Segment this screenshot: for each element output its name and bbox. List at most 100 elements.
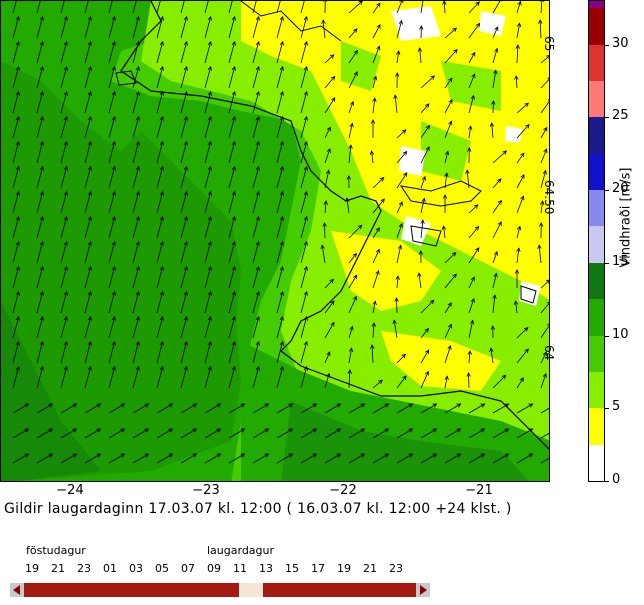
colorbar-segment	[589, 153, 604, 191]
wind-arrow	[252, 16, 260, 39]
wind-arrow-head	[120, 428, 126, 433]
wind-arrow-head	[466, 372, 471, 377]
time-slider-thumb[interactable]	[239, 583, 263, 597]
colorbar-segment	[589, 226, 604, 263]
wind-arrow	[348, 28, 358, 39]
wind-arrow-head	[303, 240, 308, 246]
wind-arrow-head	[303, 90, 308, 96]
wind-arrow-head	[417, 272, 422, 278]
hour-label: 19	[337, 562, 351, 575]
wind-arrow	[420, 146, 430, 164]
time-slider-track[interactable]	[10, 583, 430, 597]
wind-arrow-head	[168, 428, 174, 433]
wind-band-10-12.5-south	[241, 341, 549, 481]
wind-arrow	[12, 291, 20, 314]
wind-arrow	[12, 341, 20, 364]
wind-arrow-head	[547, 77, 549, 79]
slider-right-button[interactable]	[416, 583, 430, 597]
wind-arrow-head	[403, 172, 408, 177]
wind-arrow-head	[15, 215, 20, 221]
wind-arrow	[156, 191, 164, 214]
wind-arrow	[444, 49, 458, 64]
wind-arrow	[444, 324, 452, 339]
wind-arrow-head	[48, 453, 54, 458]
wind-arrow	[444, 403, 461, 414]
wind-band-5-7.5-d	[441, 61, 501, 111]
slider-left-button[interactable]	[10, 583, 24, 597]
wind-arrow	[180, 216, 188, 239]
wind-arrow	[516, 403, 533, 414]
wind-arrow	[108, 266, 116, 289]
colorbar-tick	[605, 190, 609, 192]
wind-arrow	[444, 273, 457, 289]
wind-arrow	[516, 1, 521, 14]
wind-arrow-head	[135, 365, 140, 371]
wind-arrow	[372, 24, 381, 39]
wind-arrow	[60, 403, 77, 414]
wind-arrow-head	[111, 40, 116, 46]
wind-arrow-head	[39, 15, 44, 21]
wind-arrow-head	[279, 65, 284, 71]
wind-arrow-head	[63, 40, 68, 46]
wind-arrow	[84, 366, 92, 389]
wind-arrow	[12, 316, 20, 339]
wind-arrow	[156, 41, 164, 64]
wind-arrow	[228, 341, 236, 364]
wind-arrow-head	[432, 403, 438, 408]
wind-arrow	[132, 1, 137, 14]
wind-arrow-head	[63, 365, 68, 371]
wind-arrow	[12, 428, 29, 439]
wind-field-svg	[1, 1, 549, 481]
wind-arrow	[84, 116, 92, 139]
wind-arrow	[324, 279, 334, 289]
wind-arrow-head	[288, 453, 294, 458]
wind-arrow-head	[279, 315, 284, 321]
colorbar-tick	[605, 44, 609, 46]
wind-arrow	[228, 91, 236, 114]
wind-arrow-head	[183, 240, 188, 246]
wind-arrow-head	[448, 77, 453, 83]
wind-arrow-head	[183, 265, 188, 271]
wind-arrow-head	[39, 365, 44, 371]
wind-arrow-head	[330, 300, 335, 306]
wind-arrow	[156, 1, 161, 14]
wind-arrow	[36, 91, 44, 114]
wind-arrow-head	[547, 323, 549, 326]
wind-arrow-head	[322, 222, 327, 227]
wind-arrow-head	[48, 428, 54, 433]
wind-arrow	[444, 345, 451, 364]
wind-arrow-head	[520, 173, 525, 179]
wind-arrow-head	[432, 428, 438, 433]
wind-arrow-head	[159, 65, 164, 71]
wind-arrow-head	[398, 19, 403, 25]
wind-arrow-head	[207, 40, 212, 46]
wind-arrow-head	[15, 315, 20, 321]
wind-arrow-head	[345, 197, 350, 203]
wind-arrow	[276, 366, 284, 389]
wind-arrow	[348, 145, 352, 164]
wind-arrow	[84, 191, 92, 214]
wind-arrow-head	[504, 453, 510, 458]
wind-arrow-head	[380, 198, 385, 204]
wind-arrow	[324, 97, 336, 114]
wind-arrow-head	[408, 428, 414, 433]
wind-arrow-head	[255, 165, 260, 171]
wind-arrow	[252, 216, 260, 239]
wind-arrow	[84, 341, 92, 364]
wind-arrow	[516, 152, 525, 164]
wind-arrow-head	[369, 150, 375, 155]
wind-arrow	[300, 166, 308, 189]
wind-arrow-head	[279, 90, 284, 96]
wind-arrow-head	[159, 365, 164, 371]
wind-arrow	[468, 52, 476, 64]
wind-arrow	[300, 141, 308, 164]
wind-arrow-head	[159, 115, 164, 121]
wind-arrow-head	[396, 50, 401, 56]
wind-arrow	[396, 223, 403, 239]
wind-arrow	[108, 191, 116, 214]
wind-arrow	[60, 291, 68, 314]
wind-arrow-head	[87, 15, 92, 21]
wind-arrow	[348, 326, 353, 339]
wind-arrow-head	[401, 129, 407, 134]
wind-arrow	[204, 166, 212, 189]
